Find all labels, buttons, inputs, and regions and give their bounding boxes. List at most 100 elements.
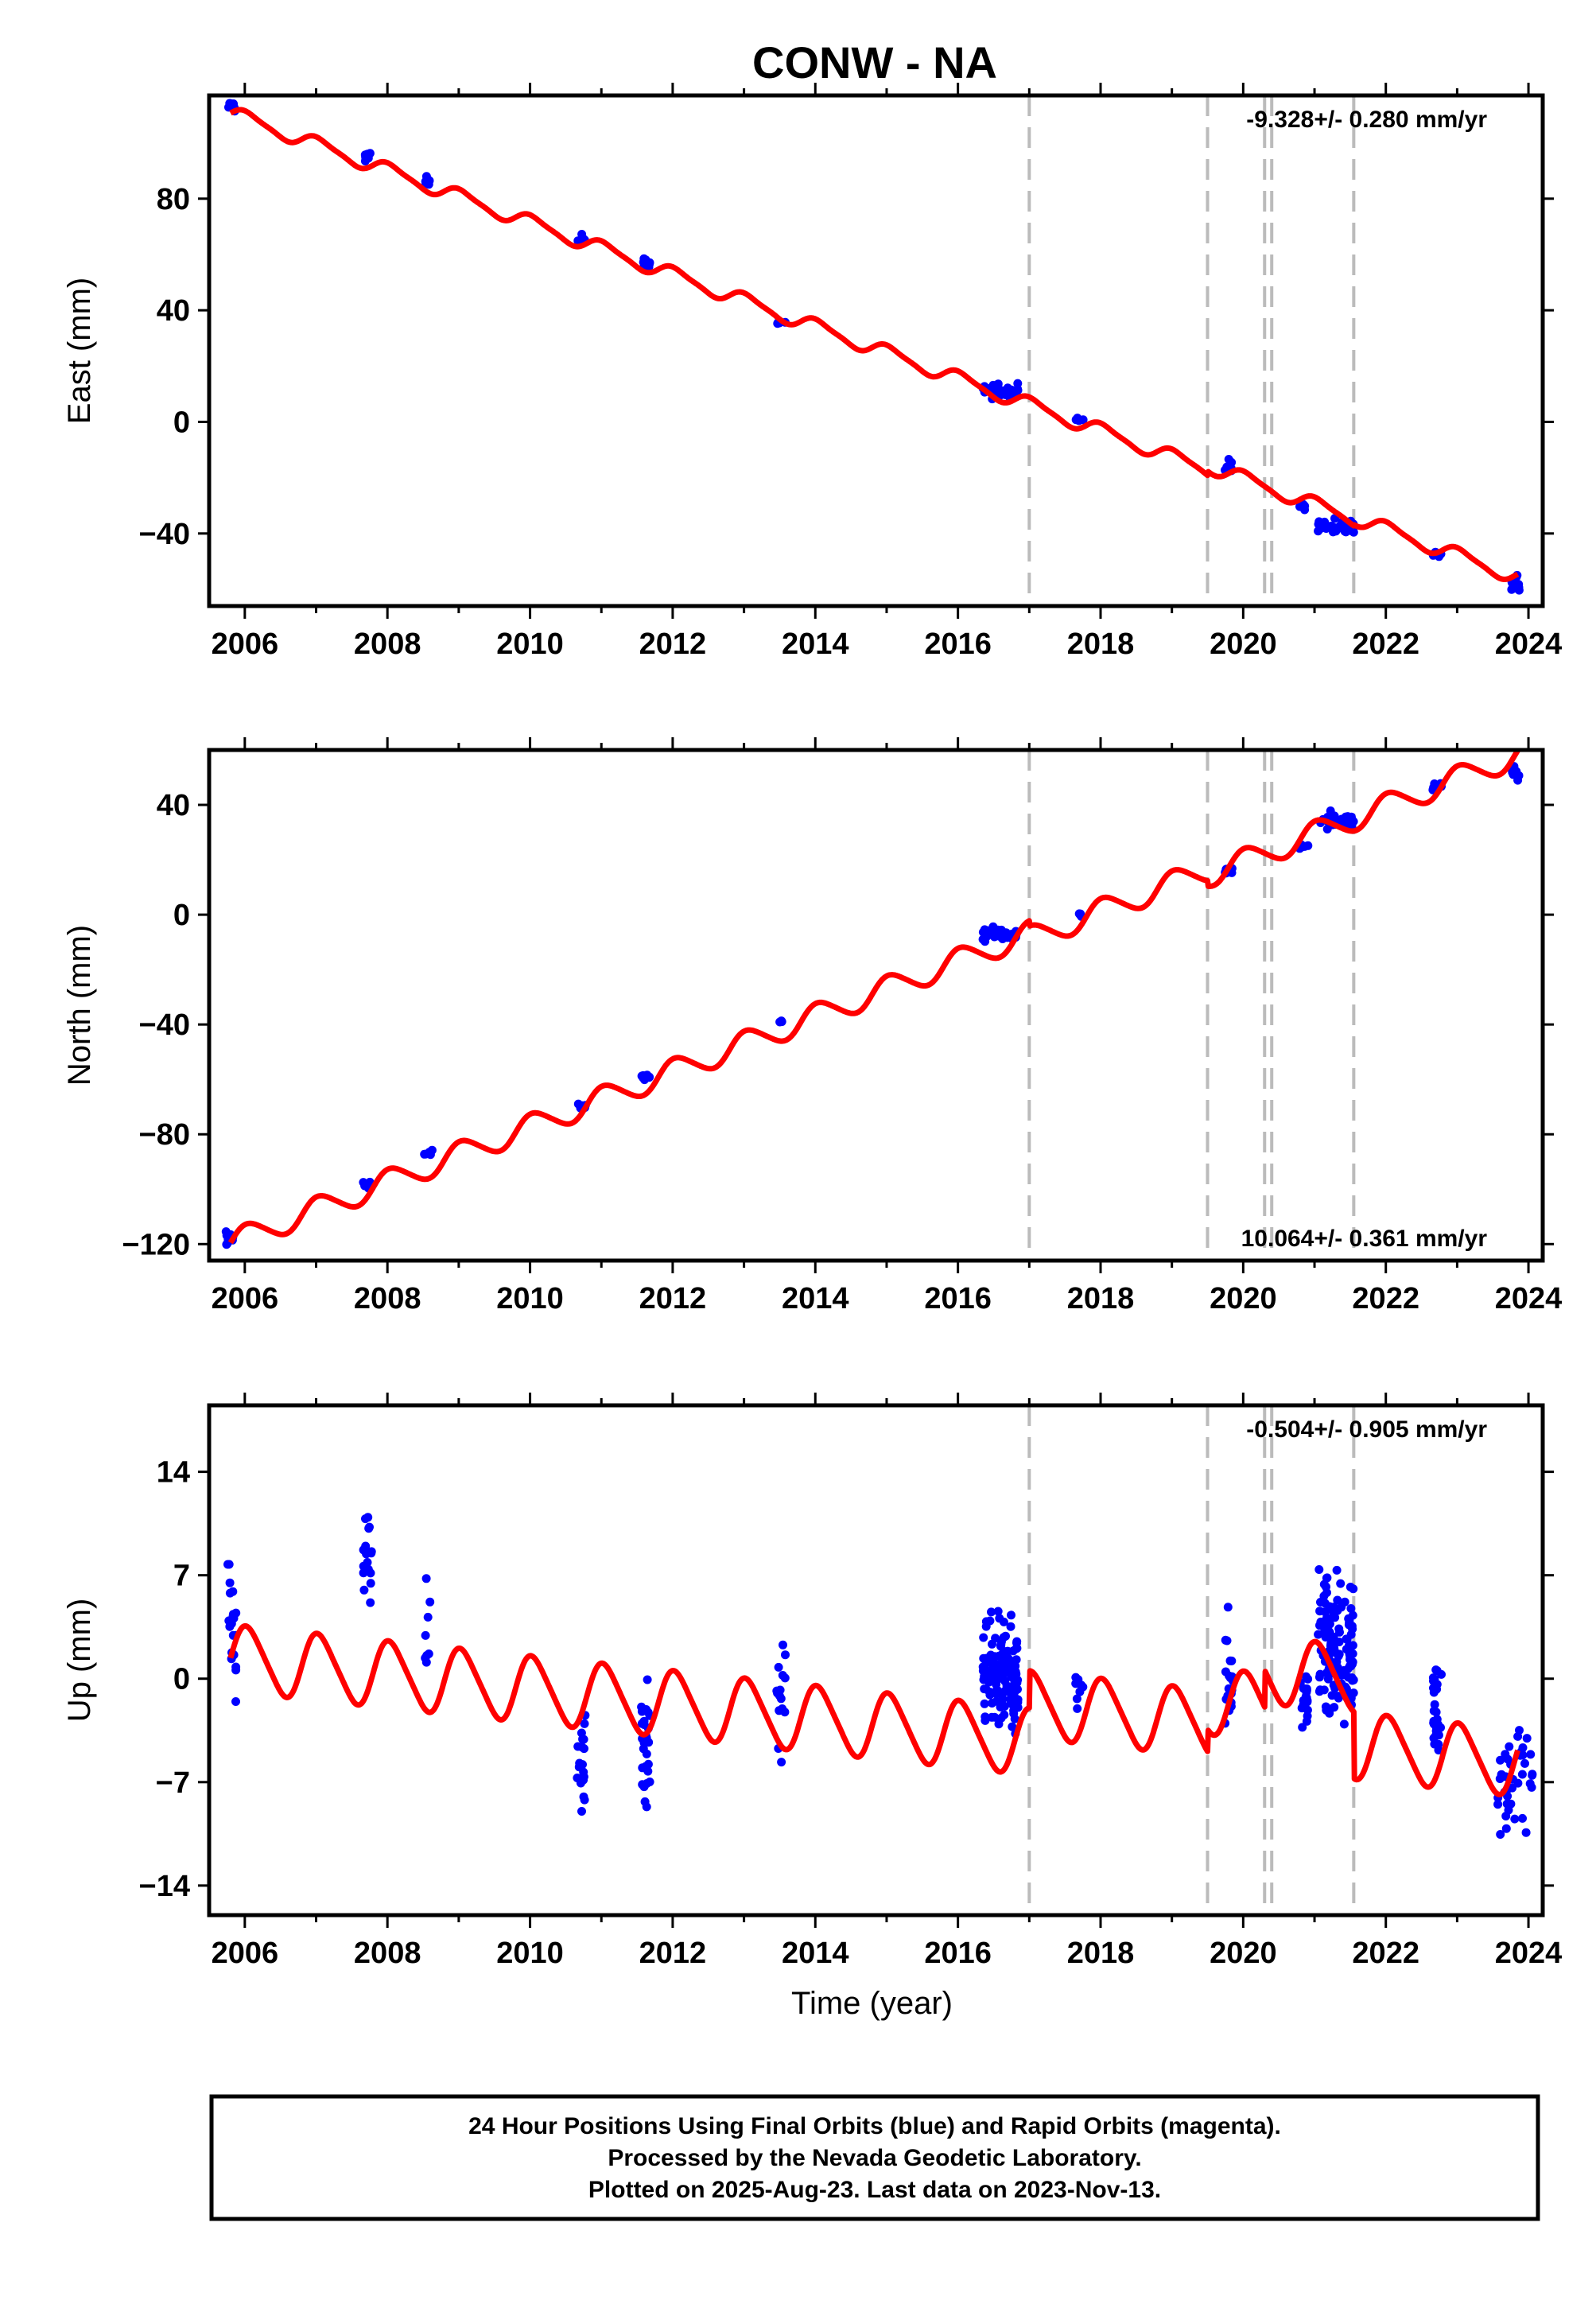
data-point xyxy=(1518,1743,1528,1752)
y-axis-label: East (mm) xyxy=(62,278,97,424)
data-point xyxy=(1518,1813,1527,1823)
data-point xyxy=(988,1699,996,1708)
data-point xyxy=(1346,1604,1356,1613)
data-point xyxy=(1314,526,1323,536)
x-tick-label: 2024 xyxy=(1495,1937,1563,1970)
data-point xyxy=(367,1548,376,1558)
x-tick-label: 2024 xyxy=(1495,628,1563,661)
data-point xyxy=(1000,931,1010,941)
y-tick-label: 40 xyxy=(157,294,190,328)
data-point xyxy=(225,1578,235,1587)
data-cluster-8 xyxy=(1071,1673,1088,1713)
data-point xyxy=(1501,1824,1511,1833)
data-point xyxy=(424,1649,433,1658)
data-point xyxy=(1225,1656,1235,1665)
y-tick-label: −40 xyxy=(139,1008,190,1042)
data-point xyxy=(996,1702,1005,1712)
data-point xyxy=(1505,1742,1514,1751)
data-point xyxy=(1073,1704,1082,1713)
data-cluster-4 xyxy=(573,1711,590,1816)
data-point xyxy=(1010,1714,1019,1723)
x-tick-label: 2024 xyxy=(1495,1282,1563,1315)
footer-box: 24 Hour Positions Using Final Orbits (bl… xyxy=(209,2094,1540,2221)
data-point xyxy=(1431,1708,1441,1717)
y-tick-label: −80 xyxy=(139,1118,190,1152)
data-point xyxy=(978,927,988,937)
data-cluster-3 xyxy=(420,1145,437,1160)
data-point xyxy=(1327,1613,1337,1622)
data-cluster-2 xyxy=(360,149,375,165)
data-point xyxy=(1073,414,1082,423)
x-tick-label: 2014 xyxy=(782,1937,849,1970)
data-point xyxy=(222,1240,231,1249)
data-point xyxy=(423,1612,433,1622)
data-point xyxy=(778,1671,787,1680)
data-point xyxy=(1339,1719,1349,1729)
data-point xyxy=(1526,1750,1536,1759)
data-cluster-5 xyxy=(637,1070,654,1085)
data-point xyxy=(1314,1687,1324,1696)
data-point xyxy=(981,937,990,946)
x-tick-label: 2014 xyxy=(782,1282,849,1315)
model-curve xyxy=(227,1622,1520,1797)
data-point xyxy=(1333,1595,1342,1605)
data-cluster-13 xyxy=(1493,1726,1537,1839)
data-point xyxy=(1299,1696,1308,1705)
data-point xyxy=(1009,1706,1019,1715)
x-tick-label: 2018 xyxy=(1067,1282,1135,1315)
data-point xyxy=(1221,1667,1230,1677)
data-point xyxy=(577,1743,587,1752)
data-point xyxy=(1007,1673,1016,1682)
data-point xyxy=(1347,1673,1357,1682)
data-point xyxy=(1222,1636,1232,1646)
data-point xyxy=(775,1017,785,1027)
data-point xyxy=(1301,1672,1311,1681)
data-point xyxy=(993,1607,1003,1616)
data-point xyxy=(360,150,370,160)
x-tick-label: 2006 xyxy=(212,1937,279,1970)
data-point xyxy=(990,932,999,942)
data-point xyxy=(775,1691,784,1700)
data-point xyxy=(779,1640,787,1649)
data-point xyxy=(1430,1700,1439,1709)
data-point xyxy=(1322,1573,1332,1583)
data-cluster-6 xyxy=(773,317,790,328)
data-point xyxy=(990,1666,1000,1676)
data-point xyxy=(1227,457,1237,467)
data-point xyxy=(1332,1565,1342,1575)
data-point xyxy=(1349,1584,1358,1594)
data-point xyxy=(231,1697,240,1706)
data-point xyxy=(1075,1687,1085,1696)
data-point xyxy=(1008,1722,1017,1731)
data-point xyxy=(1348,1611,1357,1620)
y-tick-label: −120 xyxy=(122,1228,190,1261)
data-point xyxy=(1326,806,1335,815)
data-point xyxy=(1007,1611,1015,1620)
chart-panel-3: 2006 2008 2010 2012 2014 2016 2018 2020 2022 2024… xyxy=(62,1393,1562,2021)
data-point xyxy=(1322,1588,1331,1597)
data-point xyxy=(1432,1719,1442,1729)
data-point xyxy=(988,1639,996,1649)
data-point xyxy=(1008,1646,1018,1656)
data-cluster-10 xyxy=(1295,1672,1313,1732)
plot-area xyxy=(223,1405,1537,1915)
x-tick-label: 2018 xyxy=(1067,628,1135,661)
data-point xyxy=(365,1522,374,1532)
x-tick-label: 2012 xyxy=(639,628,707,661)
velocity-label: -0.504+/- 0.905 mm/yr xyxy=(1246,1416,1487,1443)
y-tick-label: 7 xyxy=(173,1560,190,1593)
data-point xyxy=(1303,841,1313,850)
data-point xyxy=(997,1689,1007,1699)
data-point xyxy=(579,1735,588,1744)
y-tick-label: 40 xyxy=(157,789,190,822)
data-point xyxy=(993,925,1003,934)
y-tick-label: 0 xyxy=(173,406,190,439)
x-tick-label: 2010 xyxy=(496,628,564,661)
footer-line-3: Plotted on 2025-Aug-23. Last data on 202… xyxy=(588,2177,1161,2203)
data-point xyxy=(425,1150,435,1160)
plot-area xyxy=(224,95,1524,606)
data-point xyxy=(1514,585,1524,595)
data-point xyxy=(1005,1686,1015,1696)
data-cluster-10 xyxy=(1295,498,1310,515)
